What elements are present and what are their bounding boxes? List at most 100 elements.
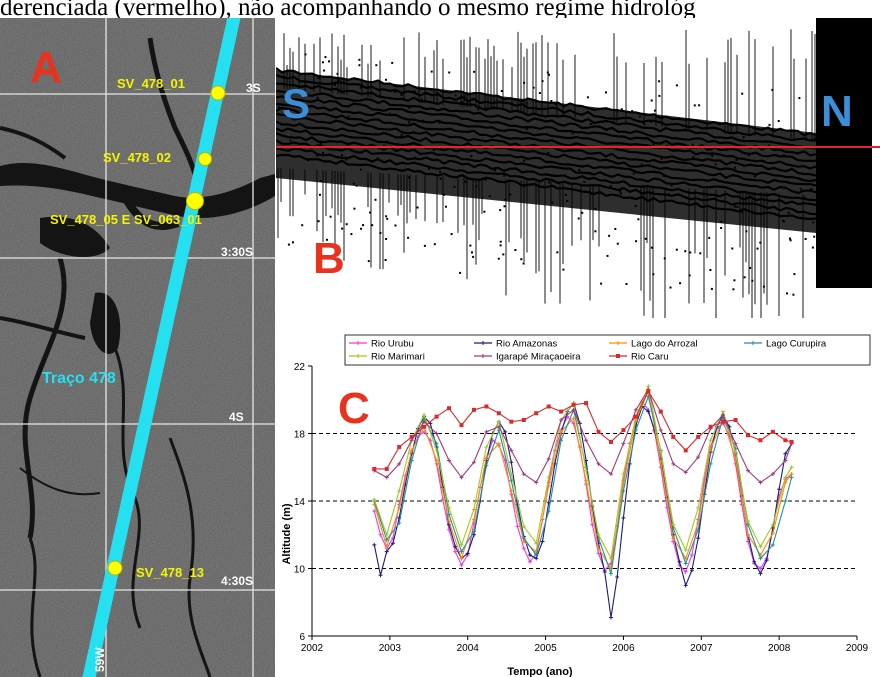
data-point-rio-marimari [708,438,713,443]
profile-point [768,140,771,143]
profile-point [430,70,433,73]
profile-point [375,64,378,67]
profile-point [645,137,648,139]
profile-point [317,77,320,80]
profile-point [710,287,713,290]
legend-marker [481,354,485,358]
panel-c-letter: C [338,384,370,433]
profile-point [714,163,717,166]
data-point-rio-caru [608,439,613,444]
legend-label-rio-amazonas: Rio Amazonas [496,339,558,350]
profile-point [483,210,486,213]
profile-point [422,119,425,122]
data-point-igarap-mira-aoeira [459,475,464,480]
profile-point [566,199,569,202]
profile-point [461,101,464,104]
time-series-svg: 2002 2003 2004 2005 2006 2007 2008 2009 6 10 14 18 2… [281,334,871,677]
data-point-lago-do-arrozal [559,429,564,434]
profile-point [733,205,736,208]
data-point-lago-curupira [471,529,476,534]
data-point-rio-amazonas [689,568,694,573]
profile-point [509,193,512,196]
data-point-rio-urubu [758,566,763,571]
data-point-igarap-mira-aoeira [746,468,750,473]
profile-point [383,144,386,147]
profile-point [459,271,462,274]
data-point-rio-caru [733,418,738,422]
data-point-rio-marimari [783,475,788,480]
profile-point [692,156,695,159]
profile-point [720,220,723,223]
profile-point [503,205,506,208]
profile-point [385,78,387,81]
data-point-igarap-mira-aoeira [384,475,389,480]
profile-point [583,181,586,183]
data-point-rio-caru [770,429,775,434]
west-inlet [0,126,67,160]
profile-point [565,193,567,196]
data-point-rio-urubu [521,546,526,551]
profile-point [548,73,550,76]
profile-point [500,90,503,92]
profile-point [709,269,712,271]
profile-point [650,246,653,249]
profile-point [303,91,306,93]
profile-point [782,154,785,157]
data-point-igarap-mira-aoeira [596,461,601,466]
profile-point [448,71,451,74]
profile-point [306,159,309,162]
profile-point [749,266,752,269]
profile-point [812,221,815,224]
profile-point [353,207,356,210]
profile-point [485,107,488,110]
profile-point [371,224,374,227]
profile-point [341,227,344,230]
data-point-rio-marimari [646,384,651,389]
lat-label-3s: 3S [246,81,261,95]
data-point-rio-amazonas [534,556,539,561]
data-point-rio-marimari [746,519,750,524]
profile-point [391,61,394,64]
data-point-lago-curupira [621,488,626,493]
data-point-rio-amazonas [758,571,763,576]
profile-point [652,273,655,276]
river-south-1 [22,257,67,539]
north-label: N [821,87,853,136]
profile-point [534,113,537,116]
profile-point [384,259,387,261]
profile-point [620,187,623,190]
data-point-rio-amazonas [453,544,458,549]
data-point-rio-caru [559,409,564,414]
data-point-rio-amazonas [372,542,377,547]
profile-point [367,260,370,263]
profile-point [504,198,507,201]
chart-legend: Rio Urubu Rio Amazonas Lago do Arrozal Lago… [344,334,871,366]
data-point-rio-caru [546,404,551,409]
profile-point [600,282,603,285]
data-point-rio-amazonas [540,539,545,544]
profile-point [277,106,280,109]
data-point-lago-do-arrozal [509,488,514,493]
data-point-lago-do-arrozal [770,531,775,536]
data-point-rio-marimari [683,547,688,552]
data-point-rio-caru [496,411,501,416]
profile-point [652,143,655,146]
profile-point [793,273,796,276]
profile-point [743,276,746,279]
profile-point [759,241,762,244]
profile-point [660,157,663,160]
profile-point [438,121,441,124]
profile-point [732,288,735,291]
data-point-lago-curupira [534,553,539,557]
data-point-rio-caru [422,424,427,429]
profile-point [324,56,327,59]
data-point-lago-curupira [633,428,638,433]
data-point-rio-urubu [528,559,532,564]
profile-point [571,132,574,135]
profile-point [390,89,393,92]
data-point-rio-urubu [689,553,694,557]
profile-point [499,244,502,247]
profile-point [720,227,723,229]
profile-point [637,218,640,221]
profile-point [414,156,416,159]
